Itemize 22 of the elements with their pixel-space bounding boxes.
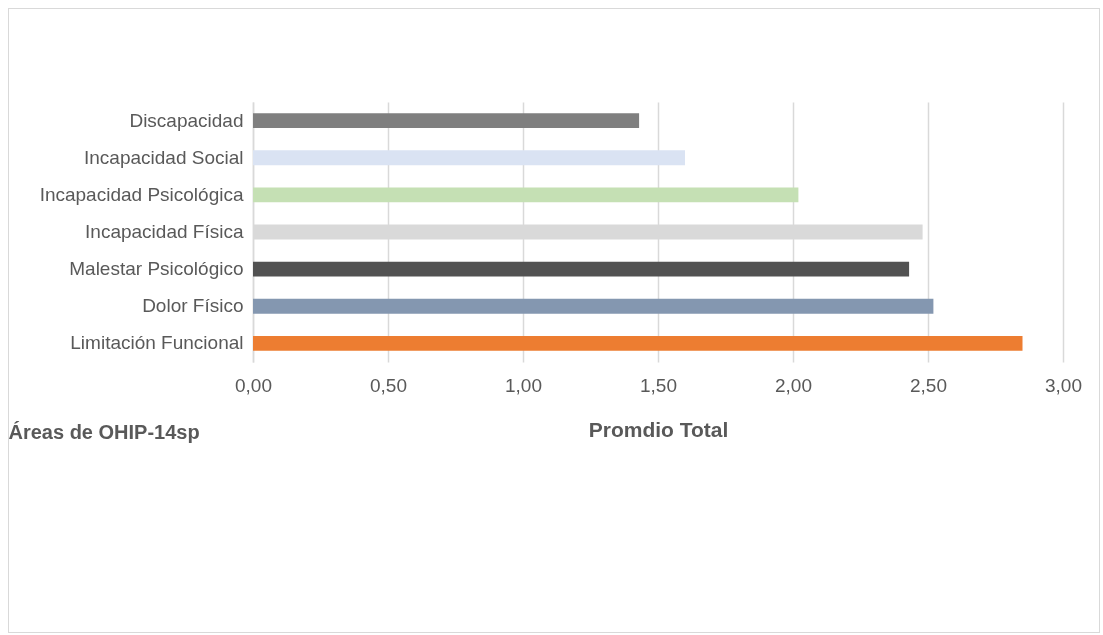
bar: [253, 261, 910, 277]
x-axis-title: Promdio Total: [588, 417, 729, 441]
x-tick-label: 2,00: [775, 374, 812, 396]
y-tick-label: Discapacidad: [129, 109, 244, 131]
x-tick-label: 3,00: [1045, 374, 1082, 396]
y-tick-label: Dolor Físico: [142, 295, 244, 317]
bar: [253, 113, 640, 128]
y-tick-label: Malestar Psicológico: [69, 258, 244, 280]
y-tick-label: Incapacidad Social: [84, 146, 244, 168]
y-tick-label: Incapacidad Psicológica: [39, 183, 244, 205]
bar: [253, 298, 934, 314]
x-tick-label: 0,00: [235, 374, 272, 396]
bar: [253, 336, 1023, 351]
y-tick-label: Incapacidad Física: [85, 221, 244, 242]
x-tick-label: 0,50: [370, 374, 407, 396]
x-tick-label: 1,00: [505, 374, 542, 396]
bar: [253, 187, 799, 203]
bar: [253, 150, 685, 166]
y-tick-label: Limitación Funcional: [70, 332, 244, 354]
y-axis-title: Áreas de OHIP-14sp: [8, 420, 200, 443]
x-tick-label: 1,50: [640, 374, 677, 396]
x-tick-label: 2,50: [910, 374, 947, 396]
